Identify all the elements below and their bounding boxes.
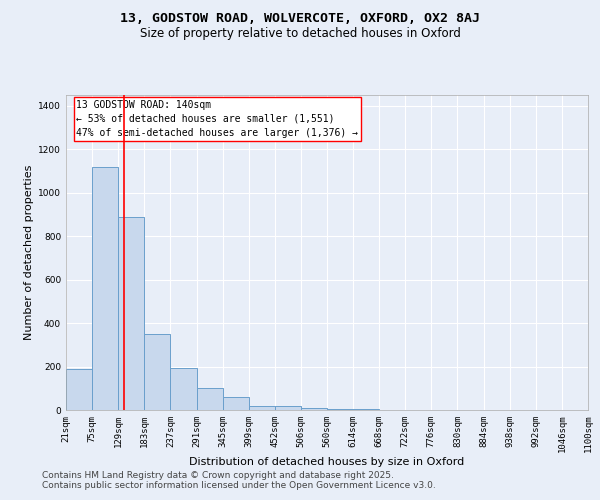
- X-axis label: Distribution of detached houses by size in Oxford: Distribution of detached houses by size …: [190, 456, 464, 466]
- Bar: [249, 406, 275, 410]
- Text: Size of property relative to detached houses in Oxford: Size of property relative to detached ho…: [140, 28, 460, 40]
- Bar: [118, 216, 145, 410]
- Text: 13 GODSTOW ROAD: 140sqm
← 53% of detached houses are smaller (1,551)
47% of semi: 13 GODSTOW ROAD: 140sqm ← 53% of detache…: [76, 100, 358, 138]
- Text: Contains HM Land Registry data © Crown copyright and database right 2025.: Contains HM Land Registry data © Crown c…: [42, 470, 394, 480]
- Text: Contains public sector information licensed under the Open Government Licence v3: Contains public sector information licen…: [42, 480, 436, 490]
- Bar: [223, 397, 249, 410]
- Bar: [92, 166, 118, 410]
- Bar: [197, 388, 223, 410]
- Bar: [275, 406, 301, 410]
- Bar: [66, 368, 92, 410]
- Text: 13, GODSTOW ROAD, WOLVERCOTE, OXFORD, OX2 8AJ: 13, GODSTOW ROAD, WOLVERCOTE, OXFORD, OX…: [120, 12, 480, 26]
- Bar: [301, 408, 327, 410]
- Bar: [145, 334, 170, 410]
- Bar: [327, 409, 353, 410]
- Bar: [170, 368, 197, 410]
- Y-axis label: Number of detached properties: Number of detached properties: [24, 165, 34, 340]
